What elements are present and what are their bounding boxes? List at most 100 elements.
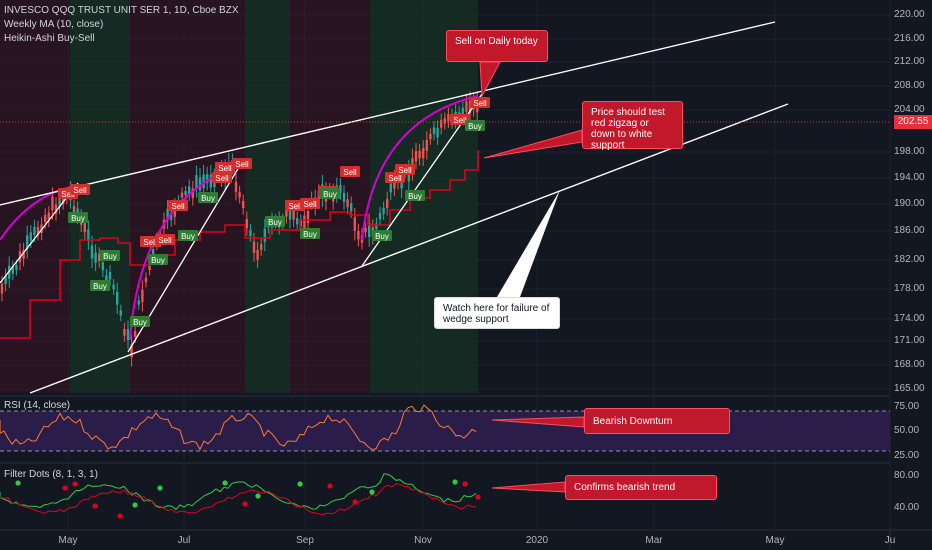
- sell-signal-label: Sell: [235, 160, 249, 169]
- note-sell-today[interactable]: Sell on Daily today: [446, 30, 548, 62]
- filter-dot: [452, 479, 458, 485]
- candle-body: [292, 210, 295, 220]
- sell-signal-box: [395, 164, 415, 175]
- sell-signal-label: Sell: [218, 164, 232, 173]
- price-tick: 186.00: [894, 225, 925, 236]
- filter-dots-slow: [0, 482, 477, 515]
- rsi-line: [0, 404, 477, 451]
- candle-body: [375, 223, 378, 230]
- rsi-level-tick: 25.00: [894, 450, 920, 461]
- callout-pointer: [483, 129, 583, 159]
- candle-body: [134, 331, 137, 337]
- candle-body: [249, 230, 252, 236]
- candle-body: [47, 212, 50, 221]
- candle-body: [33, 226, 36, 236]
- candle-body: [353, 217, 356, 231]
- buy-signal-box: [148, 254, 168, 265]
- sell-signal-label: Sell: [61, 190, 75, 199]
- candle-body: [26, 235, 29, 249]
- buy-signal-label: Buy: [323, 190, 337, 199]
- candle-body: [443, 118, 446, 124]
- buy-signal-box: [130, 316, 150, 327]
- sell-signal-label: Sell: [303, 200, 317, 209]
- price-tick: 182.00: [894, 254, 925, 265]
- buy-signal-box: [465, 120, 485, 131]
- note-bearish-downturn[interactable]: Bearish Downturn: [584, 408, 730, 434]
- sell-signal-box: [215, 162, 235, 173]
- candle-body: [418, 150, 421, 159]
- time-tick: Mar: [645, 535, 663, 546]
- candle-body: [242, 200, 245, 209]
- candle-body: [468, 100, 472, 114]
- candle-body: [296, 218, 299, 225]
- candle-body: [198, 177, 202, 191]
- candle-body: [389, 183, 392, 193]
- candle-body: [72, 206, 76, 214]
- candle-body: [425, 139, 428, 151]
- price-tick: 208.00: [894, 80, 925, 91]
- candle-body: [126, 328, 130, 340]
- candle-body: [148, 265, 151, 271]
- candle-body: [346, 199, 349, 208]
- buy-signal-box: [100, 250, 120, 261]
- candle-body: [54, 204, 58, 214]
- candle-body: [432, 127, 436, 134]
- candle-body: [414, 151, 418, 162]
- price-tick: 171.00: [894, 335, 925, 346]
- candle-body: [51, 196, 54, 211]
- filter-dot: [327, 483, 333, 489]
- candle-body: [436, 128, 439, 138]
- time-tick: Nov: [414, 535, 432, 546]
- sell-signal-label: Sell: [158, 236, 172, 245]
- filter-dot: [117, 513, 123, 519]
- buy-signal-label: Buy: [133, 318, 147, 327]
- candle-body: [188, 186, 191, 195]
- sell-signal-label: Sell: [343, 168, 357, 177]
- candle-body: [58, 199, 61, 208]
- price-tick: 194.00: [894, 172, 925, 183]
- candle-body: [306, 211, 310, 224]
- candle-body: [94, 252, 97, 263]
- candle-body: [15, 265, 18, 271]
- price-tick: 165.00: [894, 383, 925, 394]
- buy-signal-label: Buy: [303, 230, 317, 239]
- candle-body: [184, 191, 187, 196]
- filter-dot: [62, 485, 68, 491]
- candle-body: [245, 219, 248, 229]
- candle-body: [260, 244, 263, 250]
- candle-body: [108, 271, 112, 280]
- candle-body: [440, 120, 443, 128]
- candle-body: [447, 114, 450, 122]
- note-watch-wedge[interactable]: Watch here for failure of wedge support: [434, 297, 560, 329]
- candle-body: [422, 148, 425, 159]
- price-tick: 216.00: [894, 33, 925, 44]
- note-price-test[interactable]: Price should test red zigzag or down to …: [582, 101, 683, 151]
- buy-signal-box: [198, 192, 218, 203]
- filter-dots-label: Filter Dots (8, 1, 3, 1): [4, 469, 98, 480]
- candle-body: [252, 241, 256, 253]
- filter-dot: [475, 494, 481, 500]
- candle-body: [364, 227, 367, 233]
- candle-body: [386, 199, 389, 208]
- sell-signal-box: [470, 97, 490, 108]
- candle-body: [170, 212, 173, 221]
- candle-body: [123, 329, 126, 336]
- candle-body: [382, 207, 385, 214]
- wedge-lower-line: [29, 103, 789, 394]
- buy-signal-box: [68, 212, 88, 223]
- candle-body: [83, 220, 86, 233]
- note-confirms-bearish[interactable]: Confirms bearish trend: [565, 475, 717, 500]
- candle-body: [263, 228, 266, 242]
- candle-body: [191, 188, 194, 198]
- candle-body: [87, 229, 90, 242]
- candle-body: [407, 168, 410, 182]
- trend-band: [245, 0, 290, 393]
- candle-body: [202, 174, 205, 189]
- candle-body: [342, 192, 346, 203]
- candle-body: [166, 208, 169, 221]
- sell-signal-label: Sell: [388, 174, 402, 183]
- filter-dot: [242, 501, 248, 507]
- candle-body: [44, 214, 47, 223]
- sell-signal-box: [168, 200, 188, 211]
